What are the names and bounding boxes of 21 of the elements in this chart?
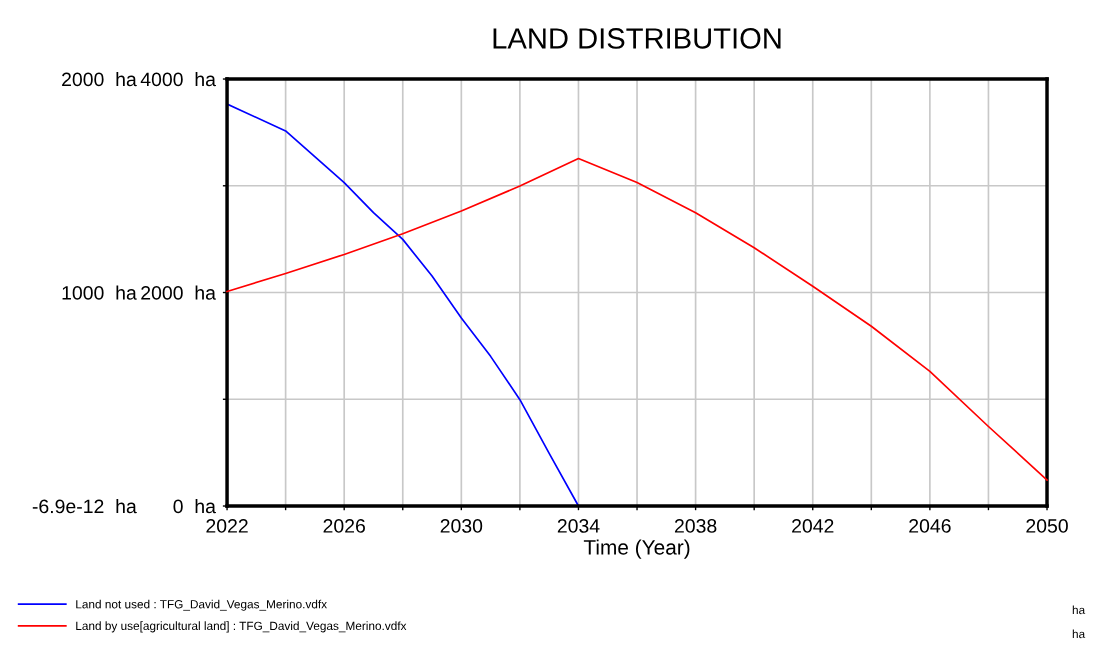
y-tick-label: 1000 ha [62,285,137,300]
chart-title: LAND DISTRIBUTION [493,28,781,49]
x-tick-label: 2042 [792,519,834,533]
x-tick-label: 2030 [440,519,483,533]
legend-label: Land not used : TFG_David_Vegas_Merino.vdfx [76,599,327,611]
text: ha [1072,629,1086,639]
x-tick-label: 2046 [909,519,951,533]
y-tick-label: 2000 ha [62,71,137,87]
x-tick-label: 2026 [323,519,365,533]
x-tick-label: 2034 [557,519,600,533]
legend-label: Land by use[agricultural land] : TFG_David_Vegas_Merino.vdfx [76,621,407,633]
y2-tick-label: 2000 ha [141,285,216,300]
text: ha [1072,605,1086,615]
y-tick-label: -6.9e-12 ha [32,498,137,514]
y2-tick-label: 0 ha [173,498,216,514]
line-series [226,157,1048,481]
y2-tick-label: 4000 ha [140,71,216,87]
x-tick-label: 2050 [1026,519,1068,533]
x-axis-title: Time (Year) [583,539,690,559]
x-tick-label: 2038 [674,519,717,533]
x-tick-label: 2022 [206,519,248,533]
